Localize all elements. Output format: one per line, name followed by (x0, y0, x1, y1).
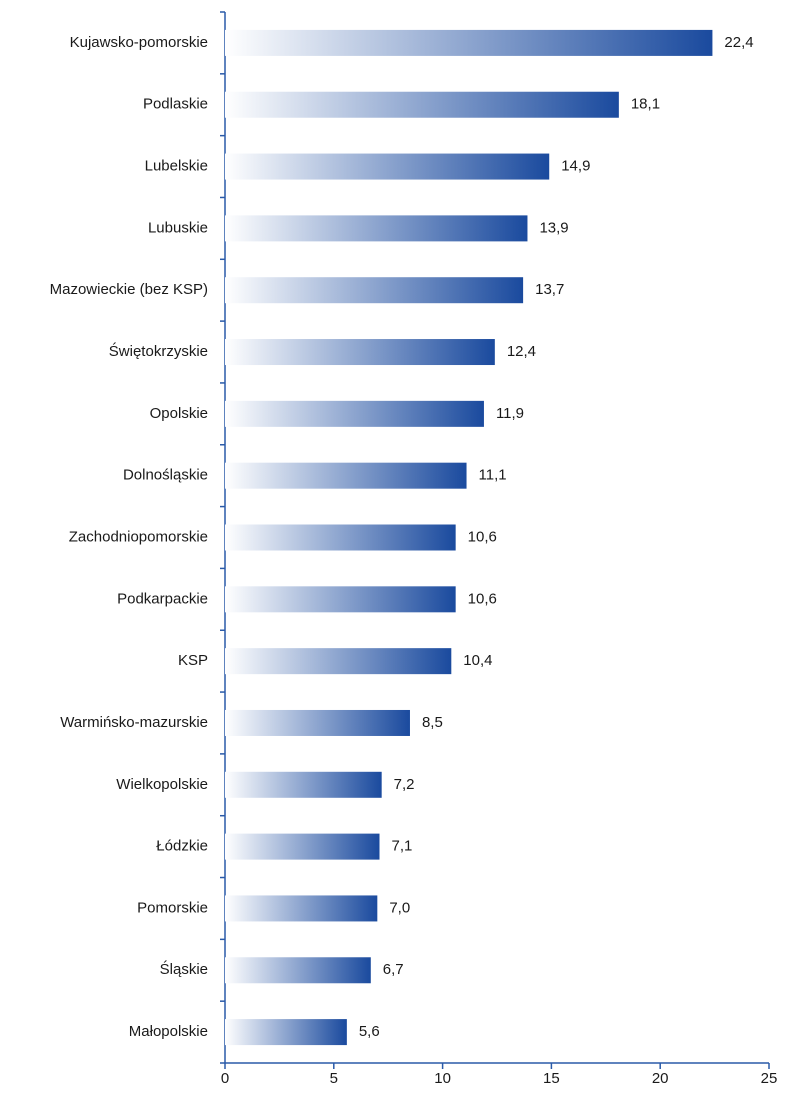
bar (225, 957, 371, 984)
x-tick-label: 25 (761, 1070, 778, 1087)
y-tick-label: Kujawsko-pomorskie (70, 34, 208, 51)
y-tick-label: Lubuskie (148, 219, 208, 236)
y-tick-label: Warmińsko-mazurskie (60, 714, 208, 731)
x-tick-label: 15 (543, 1070, 560, 1087)
bar (225, 648, 452, 675)
y-tick-label: Pomorskie (137, 899, 208, 916)
bar (225, 215, 528, 242)
y-tick-label: Opolskie (150, 405, 208, 422)
value-label: 6,7 (383, 961, 404, 978)
y-tick-label: Podkarpackie (117, 590, 208, 607)
value-label: 13,9 (539, 219, 568, 236)
bar (225, 709, 410, 736)
x-tick-label: 0 (221, 1070, 229, 1087)
y-tick-label: Małopolskie (129, 1023, 208, 1040)
value-label: 5,6 (359, 1023, 380, 1040)
value-label: 7,1 (391, 838, 412, 855)
y-tick-label: Łódzkie (156, 838, 208, 855)
bar (225, 153, 550, 180)
value-label: 10,4 (463, 652, 492, 669)
y-tick-label: Świętokrzyskie (109, 342, 208, 360)
bar (225, 277, 524, 304)
y-tick-label: Podlaskie (143, 96, 208, 113)
bar (225, 91, 619, 118)
value-label: 10,6 (468, 590, 497, 607)
bar (225, 895, 378, 922)
x-tick-label: 5 (330, 1070, 338, 1087)
y-tick-label: Dolnośląskie (123, 467, 208, 484)
y-tick-label: Lubelskie (145, 158, 208, 175)
bar (225, 833, 380, 860)
value-label: 11,9 (496, 405, 524, 422)
value-label: 7,2 (394, 776, 415, 793)
y-tick-label: Wielkopolskie (116, 776, 208, 793)
bar (225, 400, 484, 427)
value-label: 11,1 (479, 467, 507, 484)
value-label: 13,7 (535, 281, 564, 298)
bar (225, 524, 456, 551)
y-tick-label: Mazowieckie (bez KSP) (50, 281, 208, 298)
value-label: 10,6 (468, 528, 497, 545)
bar (225, 586, 456, 613)
value-label: 7,0 (389, 899, 410, 916)
value-label: 18,1 (631, 96, 660, 113)
value-label: 12,4 (507, 343, 536, 360)
value-label: 22,4 (724, 34, 753, 51)
bar (225, 771, 382, 798)
x-tick-label: 10 (434, 1070, 451, 1087)
value-label: 14,9 (561, 158, 590, 175)
y-tick-label: Śląskie (160, 960, 208, 978)
bar (225, 339, 495, 366)
bar (225, 462, 467, 489)
bar (225, 1019, 347, 1046)
y-tick-label: KSP (178, 652, 208, 669)
value-label: 8,5 (422, 714, 443, 731)
bar (225, 29, 713, 56)
y-tick-label: Zachodniopomorskie (69, 528, 208, 545)
x-tick-label: 20 (652, 1070, 669, 1087)
